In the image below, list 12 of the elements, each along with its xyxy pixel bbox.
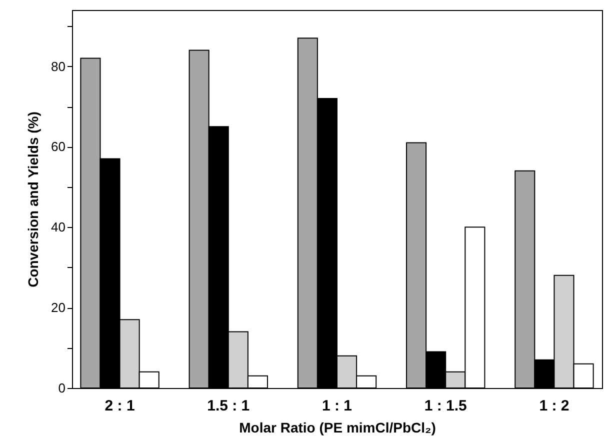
x-tick-label: 2 : 1 — [104, 398, 135, 414]
y-tick-label: 20 — [51, 300, 66, 316]
x-tick-label: 1 : 2 — [539, 398, 570, 414]
y-tick-label: 60 — [51, 139, 66, 154]
x-tick-label: 1.5 : 1 — [207, 398, 250, 414]
y-tick-label: 40 — [51, 220, 66, 235]
y-axis-title: Conversion and Yields (%) — [25, 112, 42, 288]
x-tick-label: 1 : 1.5 — [424, 398, 467, 414]
y-tick-label: 80 — [51, 58, 66, 74]
x-tick-label: 1 : 1 — [322, 398, 352, 414]
x-axis-title: Molar Ratio (PE mimCl/PbCl₂) — [239, 420, 436, 436]
y-tick-label: 0 — [58, 380, 66, 396]
